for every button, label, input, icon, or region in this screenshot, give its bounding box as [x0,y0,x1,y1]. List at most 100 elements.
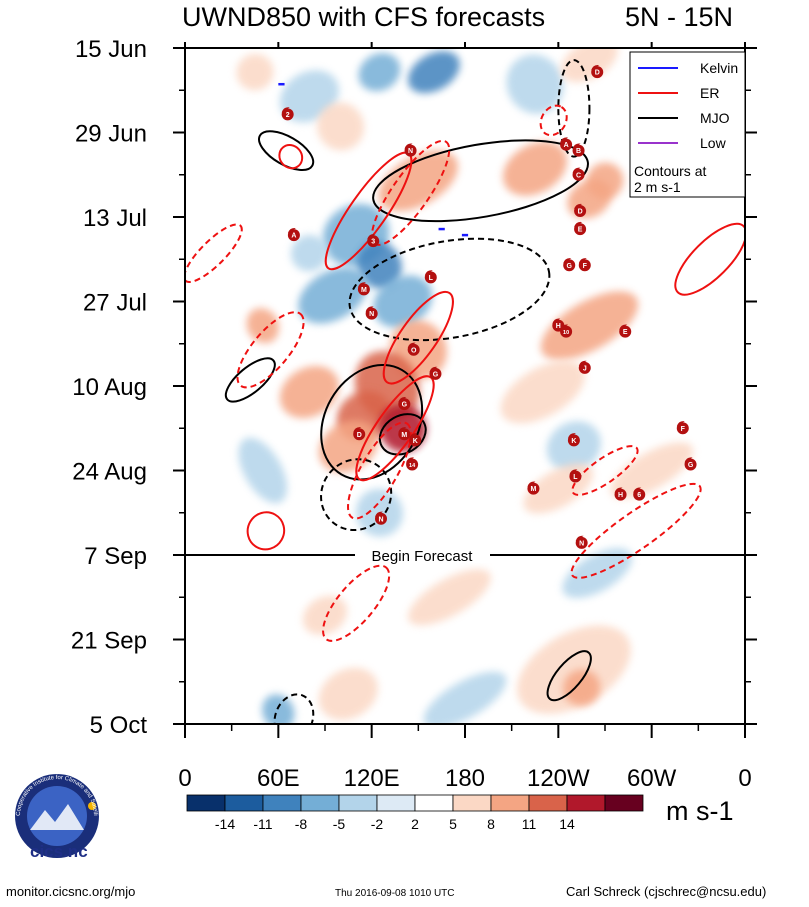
anomaly-blob [502,141,568,196]
storm-marker-circle [406,458,419,471]
anomaly-blob [423,671,507,724]
x-tick-label: 60E [257,765,300,792]
anomaly-blob [517,625,631,714]
colorbar-label: 8 [487,816,495,832]
logo-mountains-icon [30,804,84,830]
legend-label-kelvin: Kelvin [700,60,738,76]
storm-marker-label: K [571,438,576,445]
contour-mjo [258,130,315,171]
colorbar-label: -8 [295,816,308,832]
storm-marker-label: N [579,540,584,547]
colorbar-label: -14 [215,816,235,832]
contour-er-positive [674,222,745,296]
contour-mjo-positive [378,413,427,456]
colorbar-cell [452,794,492,812]
contour-mjo [224,357,276,403]
storm-marker-label: 10 [563,330,569,336]
contour-er [570,482,702,579]
storm-marker-label: K [413,438,418,445]
storm-marker-label: F [583,263,588,270]
storm-marker-circle [575,536,588,549]
logo-text: cics.nc [30,842,88,861]
storm-marker: L [569,469,582,483]
storm-marker-circle [429,367,442,380]
anomaly-blob [500,360,585,424]
storm-marker-circle [578,259,591,272]
storm-marker-circle [404,144,417,157]
chart-region: 5N - 15N [625,2,734,32]
axes: 15 Jun 29 Jun 13 Jul 27 Jul 10 Aug 24 Aug 7 Se… [71,36,757,792]
storm-marker-label: D [357,432,362,439]
storm-marker: D [591,65,604,79]
anomaly-blob [290,234,328,272]
anomaly-blob-shape [357,241,402,289]
legend-box [629,51,746,198]
anomaly-blob [246,308,280,344]
footer-url[interactable]: monitor.cicsnc.org/mjo [6,884,136,899]
anomaly-blob-shape [298,267,368,324]
logo-sun-icon [88,802,96,810]
chart-title: UWND850 with CFS forecasts [182,2,546,32]
storm-marker-label: H [618,492,623,499]
storm-marker-label: O [411,347,417,354]
storm-marker: E [574,221,587,236]
footer-author: Carl Schreck (cjschrec@ncsu.edu) [566,884,767,899]
anomaly-blob-shape [500,360,585,424]
y-tick-label: 10 Aug [72,374,147,401]
anomaly-blob-shape [517,625,631,714]
storm-marker: A [287,227,300,242]
contour-mjo-positive [372,139,589,223]
storm-marker-label: 3 [371,239,375,246]
storm-marker-label: D [595,70,600,77]
contour-mjo [348,237,551,342]
storm-marker-label: E [578,227,583,234]
storm-marker: N [375,511,387,525]
legend: Kelvin ER MJO Low Contours at2 m s-1 [629,51,746,198]
storm-marker: M [357,282,370,296]
forecast-label-bg [355,546,490,563]
storm-marker-circle [567,434,580,447]
contour-er-negative [571,445,639,496]
colorbar-cell [186,794,226,812]
anomaly-blob-shape [610,442,694,499]
storm-marker-circle [614,488,627,501]
anomaly-blob [586,162,624,200]
anomaly-blob [561,48,618,83]
storm-marker: M [527,481,540,495]
storm-marker-circle [591,66,604,79]
storm-marker: K [567,433,580,447]
storm-marker-label: B [576,148,581,155]
anomaly-blob [279,365,339,419]
contour-mjo [557,59,591,158]
storm-marker: C [572,167,585,181]
storm-marker-label: L [573,474,578,481]
colorbar-cell [300,794,340,812]
storm-marker-label: 6 [637,492,641,499]
storm-marker-label: 2 [286,112,290,119]
legend-label-low: Low [700,135,727,151]
storm-marker-circle [424,271,437,284]
storm-marker-circle [398,428,411,441]
storm-marker-circle [560,138,573,151]
contour-er [246,511,286,551]
anomaly-blob [546,421,601,472]
colorbar-label: -2 [371,816,384,832]
contour-mjo-negative [557,59,591,158]
anomaly-blob-shape [373,275,433,328]
storm-marker: D [574,203,587,217]
storm-marker-label: N [378,516,383,523]
storm-marker-circle [357,283,370,296]
storm-marker-circle [287,229,300,242]
legend-note-line1: Contours at [634,163,706,179]
anomaly-blob [540,291,639,360]
storm-marker: G [429,366,442,380]
storm-marker-circle [578,361,591,374]
anomaly-blob-shape [563,669,601,707]
anomaly-blob-shape [506,54,564,114]
storm-marker-label: E [623,329,628,336]
colorbar-label: 5 [449,816,457,832]
contour-mjo [320,363,424,481]
anomaly-blob [357,241,402,289]
storm-marker-circle [527,482,540,495]
legend-label-er: ER [700,85,719,101]
